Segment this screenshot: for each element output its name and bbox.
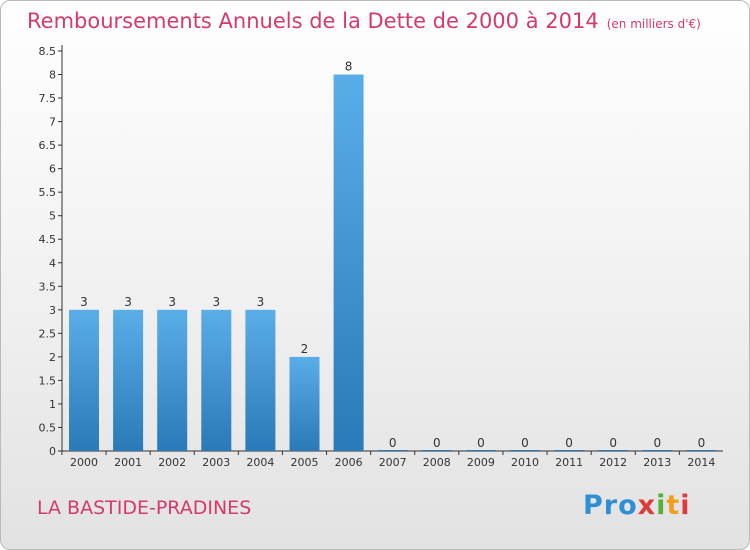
data-label: 3 [80, 295, 88, 309]
y-tick-label: 6.5 [39, 139, 57, 152]
y-tick-label: 2 [49, 351, 56, 364]
x-tick-label: 2011 [555, 456, 583, 469]
data-label: 0 [433, 436, 441, 450]
chart-title-text: Remboursements Annuels de la Dette de 20… [27, 9, 599, 33]
data-label: 0 [477, 436, 485, 450]
y-tick-label: 3 [49, 304, 56, 317]
data-label: 0 [698, 436, 706, 450]
chart-title: Remboursements Annuels de la Dette de 20… [27, 9, 701, 33]
data-label: 0 [565, 436, 573, 450]
x-tick-label: 2006 [335, 456, 363, 469]
y-tick-label: 8 [49, 69, 56, 82]
data-label: 3 [212, 295, 220, 309]
bar [510, 450, 540, 451]
bar [289, 356, 320, 451]
data-label: 0 [389, 436, 397, 450]
logo-part-2: x [637, 490, 657, 521]
proxiti-logo: Proxiti [583, 490, 691, 521]
commune-name: LA BASTIDE-PRADINES [37, 497, 252, 519]
bar [113, 309, 144, 451]
x-tick-label: 2007 [379, 456, 407, 469]
data-label: 2 [301, 342, 309, 356]
y-tick-label: 7 [49, 116, 56, 129]
y-tick-label: 4.5 [39, 233, 57, 246]
bar [465, 450, 496, 451]
chart-axes: 0 0.5 1 1.5 2 2.5 3 3.5 4 4.5 5 5.5 6 6.5 7 7.5 8 8.5 [39, 45, 723, 458]
y-tick-label: 1.5 [39, 374, 57, 387]
y-tick-label: 7.5 [39, 92, 57, 105]
bar [245, 309, 276, 451]
x-tick-label: 2009 [467, 456, 495, 469]
chart-bars [69, 74, 717, 451]
data-label: 0 [521, 436, 529, 450]
bar [642, 450, 673, 451]
x-tick-label: 2008 [423, 456, 451, 469]
bar [686, 450, 717, 451]
y-tick-label: 6 [49, 163, 56, 176]
y-tick-label: 4 [49, 257, 56, 270]
y-tick-label: 1 [49, 398, 56, 411]
x-tick-label: 2005 [291, 456, 319, 469]
bar [554, 450, 585, 451]
data-label: 3 [168, 295, 176, 309]
x-tick-label: 2001 [114, 456, 142, 469]
chart-labels: 2000 3 2001 3 2002 3 2003 3 2004 3 2005 2 2006 8 2007 0… [70, 60, 715, 469]
data-label: 3 [124, 295, 132, 309]
chart-subtitle: (en milliers d'€) [606, 17, 701, 31]
y-tick-label: 5 [49, 210, 56, 223]
data-label: 0 [609, 436, 617, 450]
x-tick-label: 2000 [70, 456, 98, 469]
y-tick-label: 5.5 [39, 186, 57, 199]
x-tick-label: 2013 [643, 456, 671, 469]
logo-part-5: i [680, 490, 691, 521]
x-tick-label: 2014 [687, 456, 715, 469]
bar [377, 450, 408, 451]
x-tick-label: 2002 [158, 456, 186, 469]
bar [421, 450, 452, 451]
x-tick-label: 2004 [246, 456, 274, 469]
y-tick-label: 0.5 [39, 421, 57, 434]
x-tick-label: 2012 [599, 456, 627, 469]
x-tick-label: 2003 [202, 456, 230, 469]
y-tick-label: 8.5 [39, 45, 57, 58]
logo-part-1: Pro [583, 490, 638, 521]
x-tick-label: 2010 [511, 456, 539, 469]
data-label: 8 [345, 60, 353, 74]
logo-part-3: i [656, 490, 667, 521]
y-tick-label: 0 [49, 445, 56, 458]
bar [333, 74, 364, 451]
y-tick-label: 3.5 [39, 280, 57, 293]
bar [598, 450, 629, 451]
data-label: 0 [653, 436, 661, 450]
bar [201, 309, 232, 451]
bar [69, 309, 99, 451]
data-label: 3 [257, 295, 265, 309]
bar [157, 309, 188, 451]
y-tick-label: 2.5 [39, 327, 57, 340]
logo-part-4: t [666, 490, 681, 521]
